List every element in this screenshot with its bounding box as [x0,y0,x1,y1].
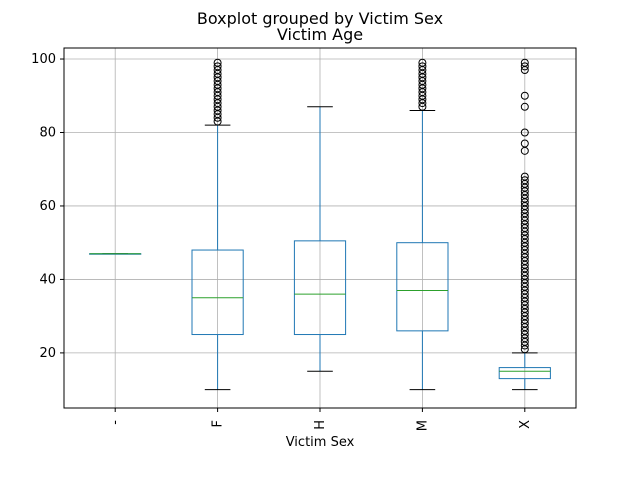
box-group-x [498,58,551,391]
y-tick-label: 40 [39,272,56,287]
outlier-point [418,58,427,67]
y-tick-label: 100 [31,52,56,67]
outlier-point [418,62,427,71]
outlier-point [520,172,529,181]
y-tick-label: 20 [39,346,56,361]
outlier-point [520,102,529,111]
outlier-point [213,62,222,71]
iqr-box [498,367,551,380]
x-tick-label: M [415,420,430,431]
x-axis-label: Victim Sex [286,435,355,450]
outlier-point [520,176,529,185]
box-group-m [396,58,449,391]
y-tick-label: 80 [39,125,56,140]
outlier-point [520,62,529,71]
outlier-point [520,58,529,67]
axis-layer: 20 40 60 80 100 - F H M X [31,47,577,431]
x-tick-label: H [313,420,328,430]
x-tick-label: F [211,420,226,427]
outlier-point [520,128,529,137]
outlier-point [520,139,529,148]
box-group-dash [89,253,142,255]
iqr-box [293,240,347,336]
iqr-box [191,249,244,336]
box-layer [89,58,551,391]
chart-title: Victim Age [277,25,363,44]
iqr-box [396,242,449,332]
box-group-f [191,58,244,391]
outlier-point [213,58,222,67]
x-tick-label: - [108,420,123,425]
y-tick-label: 60 [39,199,56,214]
x-tick-label: X [518,420,533,429]
chart-suptitle: Boxplot grouped by Victim Sex [197,9,443,28]
outlier-point [520,91,529,100]
box-group-h [293,106,347,372]
